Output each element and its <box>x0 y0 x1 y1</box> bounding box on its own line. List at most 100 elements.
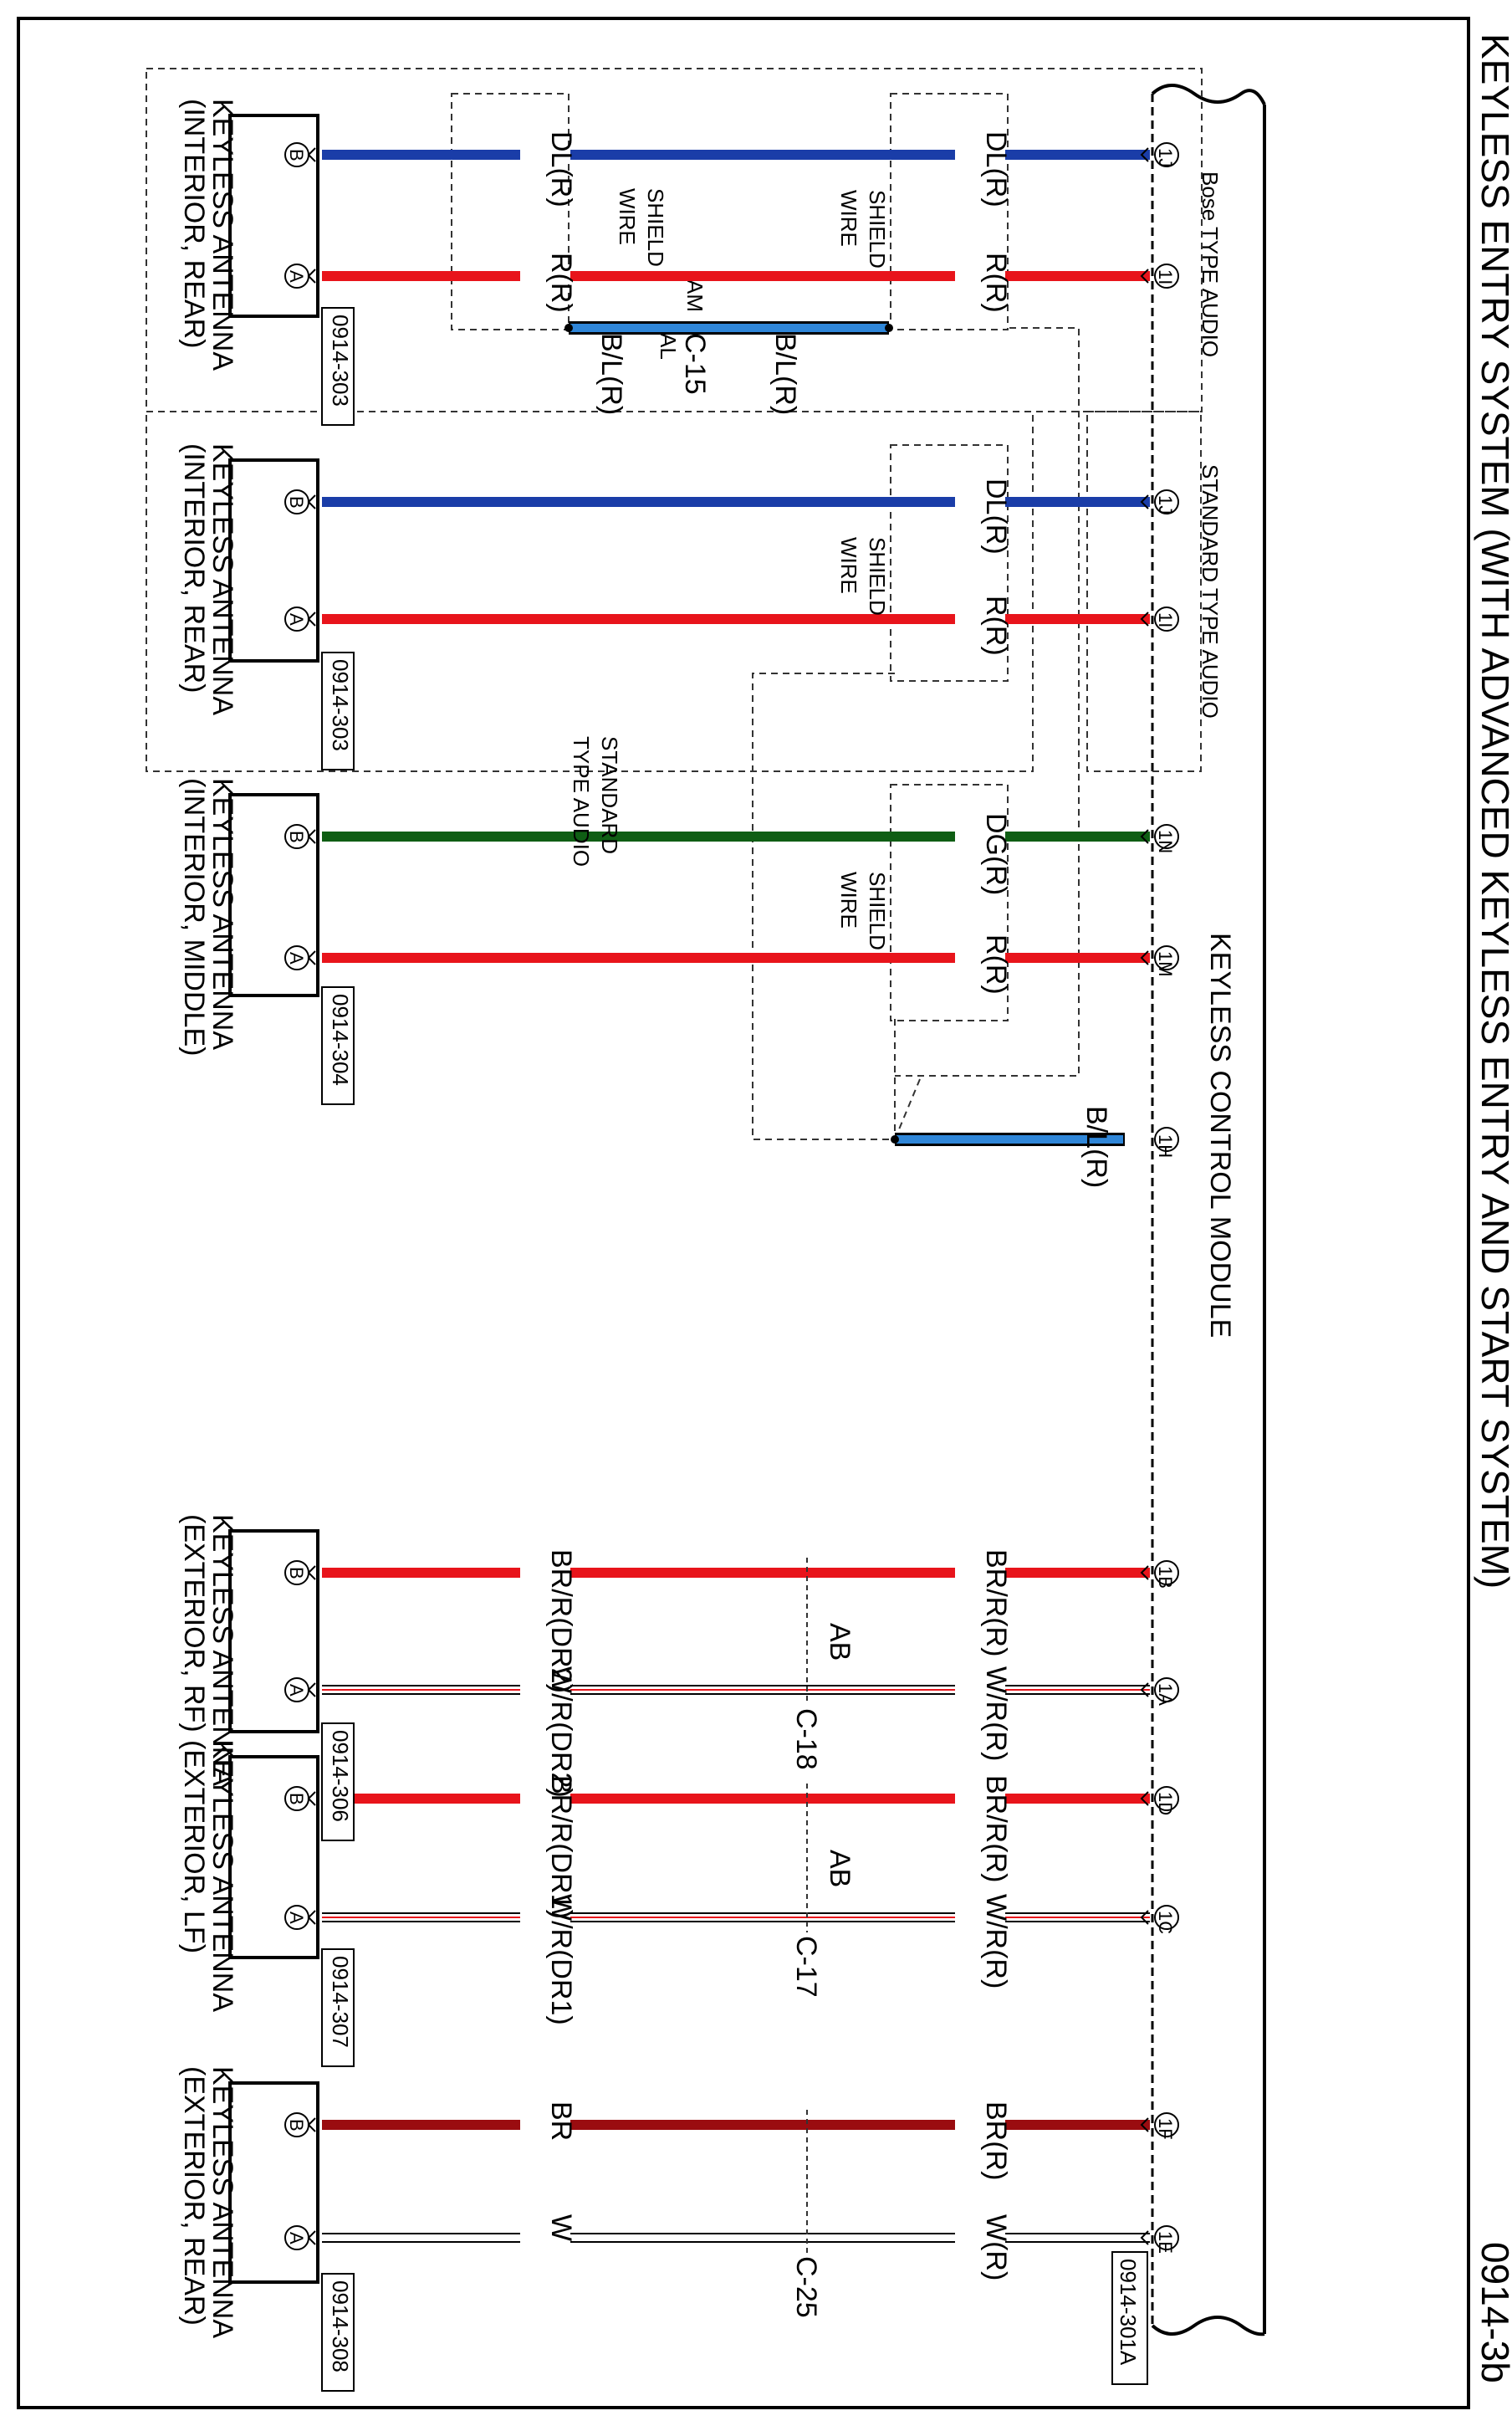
module-connector-id: 0914-301A <box>1111 2251 1148 2385</box>
connector-chevron <box>307 269 316 284</box>
inline-pin-label-line: AB <box>824 1623 856 1661</box>
shield-wire-label-line: WIRE <box>836 537 861 594</box>
inline-pin-label: AB <box>824 1850 856 1887</box>
module-pin-label: 1D <box>1155 1792 1176 1815</box>
antenna-connector-id-line: 0914-303 <box>328 659 353 751</box>
wire-label-antenna-line: BR/R(DR2) <box>545 1549 577 1693</box>
wire-label-module-line: DL(R) <box>980 131 1012 207</box>
wire-label-module-line: DG(R) <box>980 813 1012 895</box>
connector-chevron <box>1140 147 1149 162</box>
antenna-name-line: (EXTERIOR, REAR) <box>178 2066 210 2326</box>
connector-chevron <box>1140 950 1149 965</box>
antenna-pin-label: B <box>286 831 307 843</box>
ground-wire-label: B/L(R) <box>1080 1106 1112 1188</box>
antenna-connector-id-line: 0914-303 <box>328 315 353 407</box>
wire-label-module: W/R(R) <box>980 1666 1012 1761</box>
antenna-name-line: KEYLESS ANTENNA <box>207 778 238 1050</box>
svg-text:0914-301A: 0914-301A <box>1116 2259 1141 2366</box>
connector-chevron <box>307 2230 316 2245</box>
shield-drain-lines <box>752 327 1080 1140</box>
antenna-pin-label: A <box>286 952 307 965</box>
antenna-pin-label: A <box>286 2232 307 2244</box>
wire-label-module-line: BR/R(R) <box>980 1549 1012 1656</box>
module-pin-circle <box>1154 1786 1179 1811</box>
label-gap <box>520 2116 570 2133</box>
shield-wire-label-line: SHIELD <box>865 190 890 269</box>
middle-shield-box <box>890 784 1009 1021</box>
antenna-connector-id: 0914-303 <box>328 315 353 407</box>
module-pin-circle <box>1154 1905 1179 1930</box>
inline-connector-id: C-25 <box>790 2256 822 2318</box>
antenna-name-line: (EXTERIOR, LF) <box>178 1740 210 1953</box>
label-group: DL(R)DL(R)R(R)R(R)SHIELDWIREDL(R)R(R)SHI… <box>545 131 1012 2318</box>
antenna-name-line: KEYLESS ANTENNA <box>207 1514 238 1786</box>
antenna-box <box>228 2081 319 2284</box>
wire-label-antenna: W/R(DR1) <box>545 1894 577 2025</box>
antenna-name-line: KEYLESS ANTENNA <box>207 443 238 715</box>
wire-label-antenna: R(R) <box>545 253 577 313</box>
ground-wire <box>891 1133 1125 1146</box>
label-gap <box>520 2229 570 2246</box>
antenna-connector-id: 0914-304 <box>328 994 353 1086</box>
wire-label-module: W/R(R) <box>980 1894 1012 1988</box>
bose-shield-pin-al: AL <box>656 333 681 360</box>
label-gap <box>955 1564 1005 1581</box>
wire-label-module: R(R) <box>980 596 1012 656</box>
antenna-box <box>228 1529 319 1733</box>
wire-label-antenna-line: W/R(DR2) <box>545 1666 577 1798</box>
module-pin-circle <box>1154 1677 1179 1702</box>
connector-chevron <box>307 829 316 844</box>
antenna-name-line: (INTERIOR, MIDDLE) <box>178 778 210 1056</box>
antenna-pin-label: B <box>286 2119 307 2132</box>
antenna-pin-label: B <box>286 496 307 509</box>
bose-shield-connector: C-15 <box>679 333 711 395</box>
connector-chevron <box>307 1791 316 1806</box>
wire-label-module-line: W/R(R) <box>980 1894 1012 1988</box>
antenna-pin-label: A <box>286 613 307 626</box>
standard-type-note-line: STANDARD <box>597 736 622 854</box>
connector-chevron <box>307 612 316 627</box>
module-pin-label: 1N <box>1155 830 1176 853</box>
antenna-connector-id: 0914-303 <box>328 659 353 751</box>
label-gap <box>955 611 1005 627</box>
module-pin-label: 1I <box>1155 612 1176 627</box>
wire-label-antenna: W/R(DR2) <box>545 1666 577 1798</box>
module-pin-circle <box>1154 1560 1179 1585</box>
connector-chevron <box>1140 1682 1149 1697</box>
wire-label-module: R(R) <box>980 934 1012 995</box>
antenna-connector-id: 0914-307 <box>328 1956 353 2048</box>
wire-label-antenna-line: W/R(DR1) <box>545 1894 577 2025</box>
antenna-connector-id: 0914-308 <box>328 2280 353 2372</box>
inline-connector-id-line: C-25 <box>790 2256 822 2318</box>
label-gap <box>955 494 1005 510</box>
wire-label-module: BR/R(R) <box>980 1549 1012 1656</box>
module-pin-label: 1A <box>1155 1683 1176 1706</box>
wire-label-antenna: BR <box>545 2101 577 2141</box>
connector-chevron <box>1140 1910 1149 1925</box>
bose-shield-wire <box>564 321 893 335</box>
shield-wire-label-line: SHIELD <box>865 537 890 616</box>
connector-chevron <box>1140 494 1149 509</box>
shield-wire-label-line: SHIELD <box>865 872 890 950</box>
connector-chevron <box>307 494 316 509</box>
module-pin-circle <box>1154 2225 1179 2250</box>
antenna-connector-box <box>321 307 355 426</box>
ground-pin: 1H <box>1154 1127 1179 1158</box>
shield-wire-label-left-line: WIRE <box>615 188 640 245</box>
bose-shield-box-right <box>890 93 1009 330</box>
wire-label-antenna: DL(R) <box>545 131 577 207</box>
standard-group-box <box>146 411 1034 772</box>
label-gap <box>520 1790 570 1807</box>
shield-wire-label-left-line: SHIELD <box>643 188 668 267</box>
connector-chevron <box>307 1910 316 1925</box>
bose-shield-label-1: B/L(R) <box>769 333 801 415</box>
antenna-connector-id: 0914-306 <box>328 1730 353 1822</box>
inline-connector-id: C-17 <box>790 1936 822 1998</box>
antenna-connector-box <box>321 652 355 770</box>
shield-wire-label-line: WIRE <box>836 872 861 929</box>
label-gap <box>520 268 570 284</box>
label-gap <box>955 268 1005 284</box>
